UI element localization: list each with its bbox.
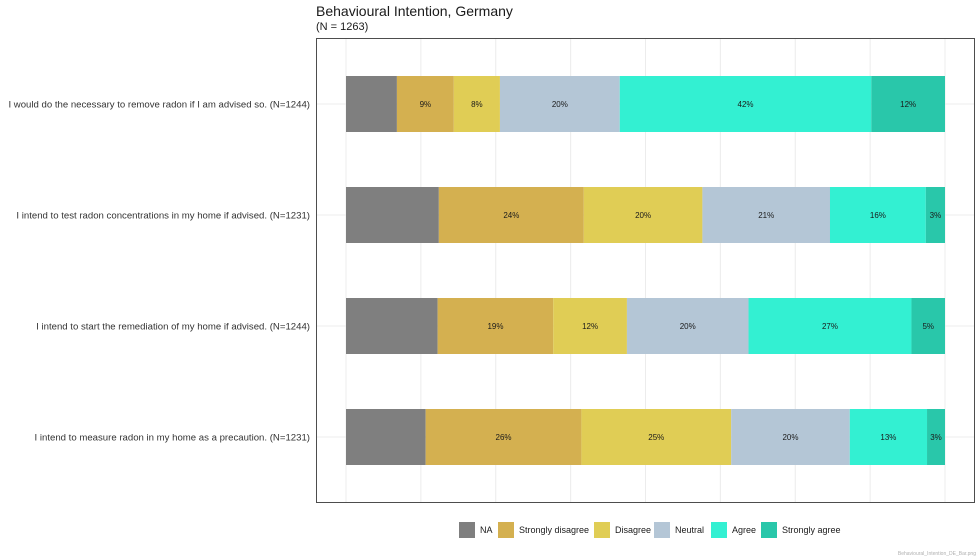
data-label: 19% [487,322,503,331]
bar-segment-na [346,76,397,132]
footnote: Behavioural_Intention_DE_Bar.png [897,551,976,557]
bar-segment-neutral [731,409,850,465]
bar-segment-agree [829,187,926,243]
category-label: I intend to measure radon in my home as … [35,433,310,444]
data-label: 3% [930,433,942,442]
data-label: 20% [680,322,696,331]
data-label: 5% [922,322,934,331]
bar-segment-strongly-agree [871,76,945,132]
data-label: 24% [503,211,519,220]
legend-item: Strongly disagree [498,521,589,539]
legend-label: NA [480,525,493,535]
bar-segment-strongly-agree [927,409,945,465]
data-label: 9% [420,100,432,109]
data-label: 42% [738,100,754,109]
data-label: 26% [496,433,512,442]
category-label: I would do the necessary to remove radon… [8,100,310,111]
legend-label: Agree [732,525,757,535]
bar-segment-disagree [583,187,703,243]
data-label: 3% [930,211,942,220]
data-label: 25% [648,433,664,442]
bar-segment-strongly-disagree [425,409,582,465]
bar-segment-neutral [626,298,749,354]
legend-swatch [761,522,777,538]
data-label: 20% [552,100,568,109]
bar-segment-neutral [702,187,830,243]
legend-swatch [498,522,514,538]
legend-label: Neutral [675,525,705,535]
legend: NA Strongly disagree Disagree Neutral Agree S… [0,521,980,543]
data-label: 13% [880,433,896,442]
data-label: 12% [582,322,598,331]
legend-item: Strongly agree [761,521,841,539]
data-label: 21% [758,211,774,220]
legend-label: Disagree [615,525,652,535]
legend-swatch [654,522,670,538]
bar-segment-strongly-agree [925,187,945,243]
legend-label: Strongly agree [782,525,841,535]
data-label: 27% [822,322,838,331]
data-label: 12% [900,100,916,109]
bar-segment-agree [849,409,928,465]
legend-item: NA [459,521,493,539]
legend-swatch [459,522,475,538]
category-label: I intend to test radon concentrations in… [16,211,310,222]
bar-segment-strongly-disagree [438,187,584,243]
bar-segment-strongly-agree [911,298,945,354]
legend-swatch [594,522,610,538]
chart-title: Behavioural Intention, Germany [316,3,513,19]
bar-segment-na [346,298,438,354]
bar-segment-strongly-disagree [396,76,454,132]
legend-swatch [711,522,727,538]
bar-segment-disagree [453,76,500,132]
category-label: I intend to start the remediation of my … [36,322,310,333]
data-label: 16% [870,211,886,220]
legend-item: Disagree [594,521,651,539]
data-label: 20% [782,433,798,442]
legend-label: Strongly disagree [519,525,590,535]
legend-item: Neutral [654,521,704,539]
chart-subtitle: (N = 1263) [316,21,369,33]
data-label: 20% [635,211,651,220]
bar-segment-na [346,409,426,465]
bar-segment-disagree [581,409,732,465]
legend-item: Agree [711,521,756,539]
data-label: 8% [471,100,483,109]
bar-segment-agree [748,298,912,354]
bar-segment-disagree [553,298,627,354]
plot-panel [316,38,975,503]
bar-segment-neutral [499,76,620,132]
bar-segment-strongly-disagree [437,298,554,354]
bar-segment-agree [619,76,872,132]
bar-segment-na [346,187,439,243]
stacked-bar-chart: I would do the necessary to remove radon… [8,39,974,502]
